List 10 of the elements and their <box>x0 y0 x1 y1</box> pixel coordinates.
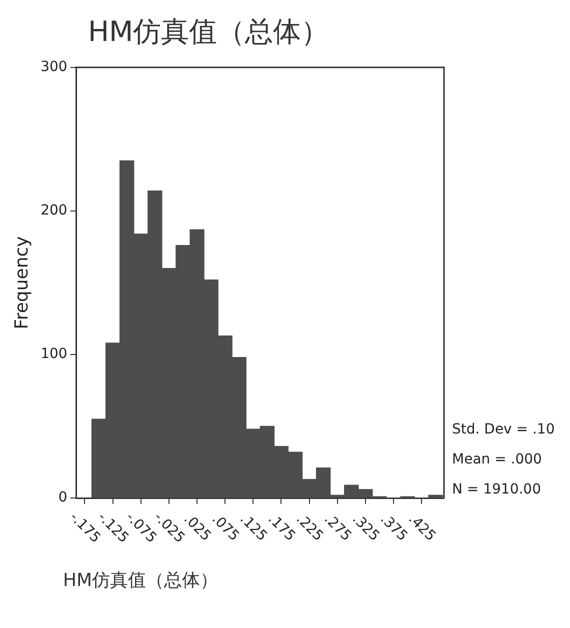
text: N = 1910.00 <box>452 482 541 498</box>
y-tick-label: 0 <box>58 490 68 506</box>
text: Mean = .000 <box>452 452 542 468</box>
y-tick-label: 200 <box>40 202 68 219</box>
x-axis-title: HM仿真值（总体） <box>62 569 220 592</box>
text: Std. Dev = .10 <box>452 422 555 438</box>
y-tick-label: 100 <box>40 346 68 362</box>
chart-title: HM仿真值（总体） <box>87 14 330 50</box>
y-axis-title: Frequency <box>11 236 32 330</box>
y-tick-label: 300 <box>40 59 68 76</box>
